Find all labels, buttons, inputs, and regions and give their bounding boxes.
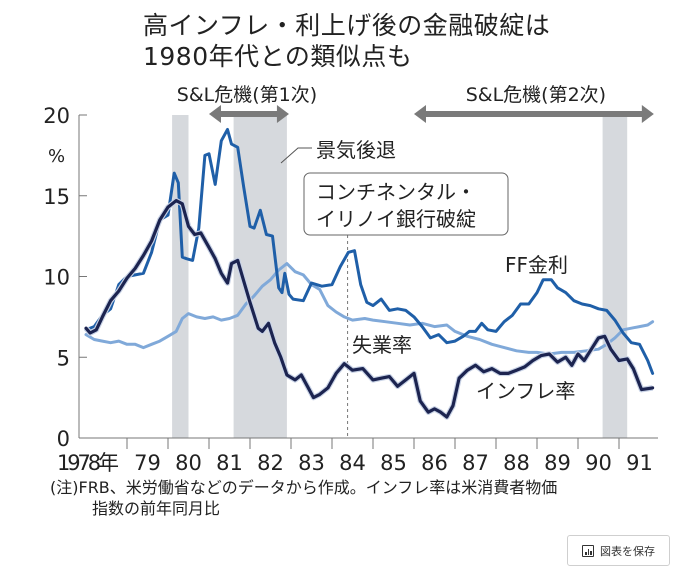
- x-tick-label: 84: [339, 451, 366, 475]
- y-tick-label: 5: [57, 346, 70, 370]
- save-chart-button[interactable]: 図表を保存: [567, 535, 670, 566]
- chart-title-line1: 高インフレ・利上げ後の金融破綻は: [143, 11, 551, 40]
- series-label-unemployment: 失業率: [352, 333, 412, 357]
- axes: 0 5 10 15 20% 1978年 79 80 81 82 83 84 85 86 87 88 89 90 91: [43, 104, 658, 475]
- ff-rate-line: [84, 128, 655, 375]
- arrow-right-head: [276, 105, 289, 123]
- period-arrow: S&L危機(第1次): [177, 84, 317, 123]
- arrow-right-head: [641, 105, 654, 123]
- y-tick-label: 10: [43, 266, 70, 290]
- x-tick-label: 89: [544, 451, 571, 475]
- x-tick-label: 86: [421, 451, 448, 475]
- recession-band: [602, 115, 628, 438]
- y-tick-label: 20: [43, 104, 70, 128]
- bar-chart-icon: [582, 544, 594, 557]
- x-tick-label: 85: [380, 451, 407, 475]
- y-unit-label: %: [48, 146, 65, 167]
- x-tick-label: 80: [175, 451, 202, 475]
- chart-title-line2: 1980年代との類似点も: [143, 42, 413, 71]
- series-label-inflation: インフレ率: [476, 379, 575, 403]
- event-annotation-line1: コンチネンタル・: [316, 180, 476, 204]
- x-tick-label: 83: [298, 451, 325, 475]
- recession-leader-line: [280, 147, 312, 164]
- y-tick-label: 15: [43, 185, 70, 209]
- x-tick-label: 82: [257, 451, 284, 475]
- period-label: S&L危機(第2次): [466, 84, 606, 106]
- recession-label: 景気後退: [316, 138, 396, 162]
- series-label-ff-rate: FF金利: [505, 253, 568, 277]
- save-chart-label: 図表を保存: [600, 544, 655, 558]
- arrow-left-head: [209, 105, 221, 123]
- y-tick-label: 0: [57, 427, 70, 451]
- x-tick-label: 88: [503, 451, 530, 475]
- event-annotation-line2: イリノイ銀行破綻: [316, 207, 476, 231]
- unemployment-line: [84, 262, 655, 356]
- note-line1: (注)FRB、米労働省などのデータから作成。インフレ率は米消費者物価: [50, 478, 558, 497]
- x-tick-label: 1978年: [57, 451, 119, 475]
- inflation-line: [84, 199, 655, 419]
- arrow-left-head: [414, 105, 426, 123]
- x-tick-label: 91: [626, 451, 653, 475]
- chart-note: (注)FRB、米労働省などのデータから作成。インフレ率は米消費者物価 指数の前年…: [50, 477, 670, 519]
- x-tick-label: 79: [134, 451, 161, 475]
- period-arrow: S&L危機(第2次): [414, 84, 654, 123]
- series-lines: [83, 128, 655, 420]
- chart-title: 高インフレ・利上げ後の金融破綻は 1980年代との類似点も: [143, 10, 550, 72]
- x-tick-label: 87: [462, 451, 489, 475]
- x-tick-label: 90: [585, 451, 612, 475]
- period-label: S&L危機(第1次): [177, 84, 317, 106]
- recession-band: [172, 115, 189, 438]
- note-line2: 指数の前年同月比: [92, 499, 221, 518]
- x-tick-label: 81: [216, 451, 243, 475]
- event-annotation-box: [303, 172, 509, 236]
